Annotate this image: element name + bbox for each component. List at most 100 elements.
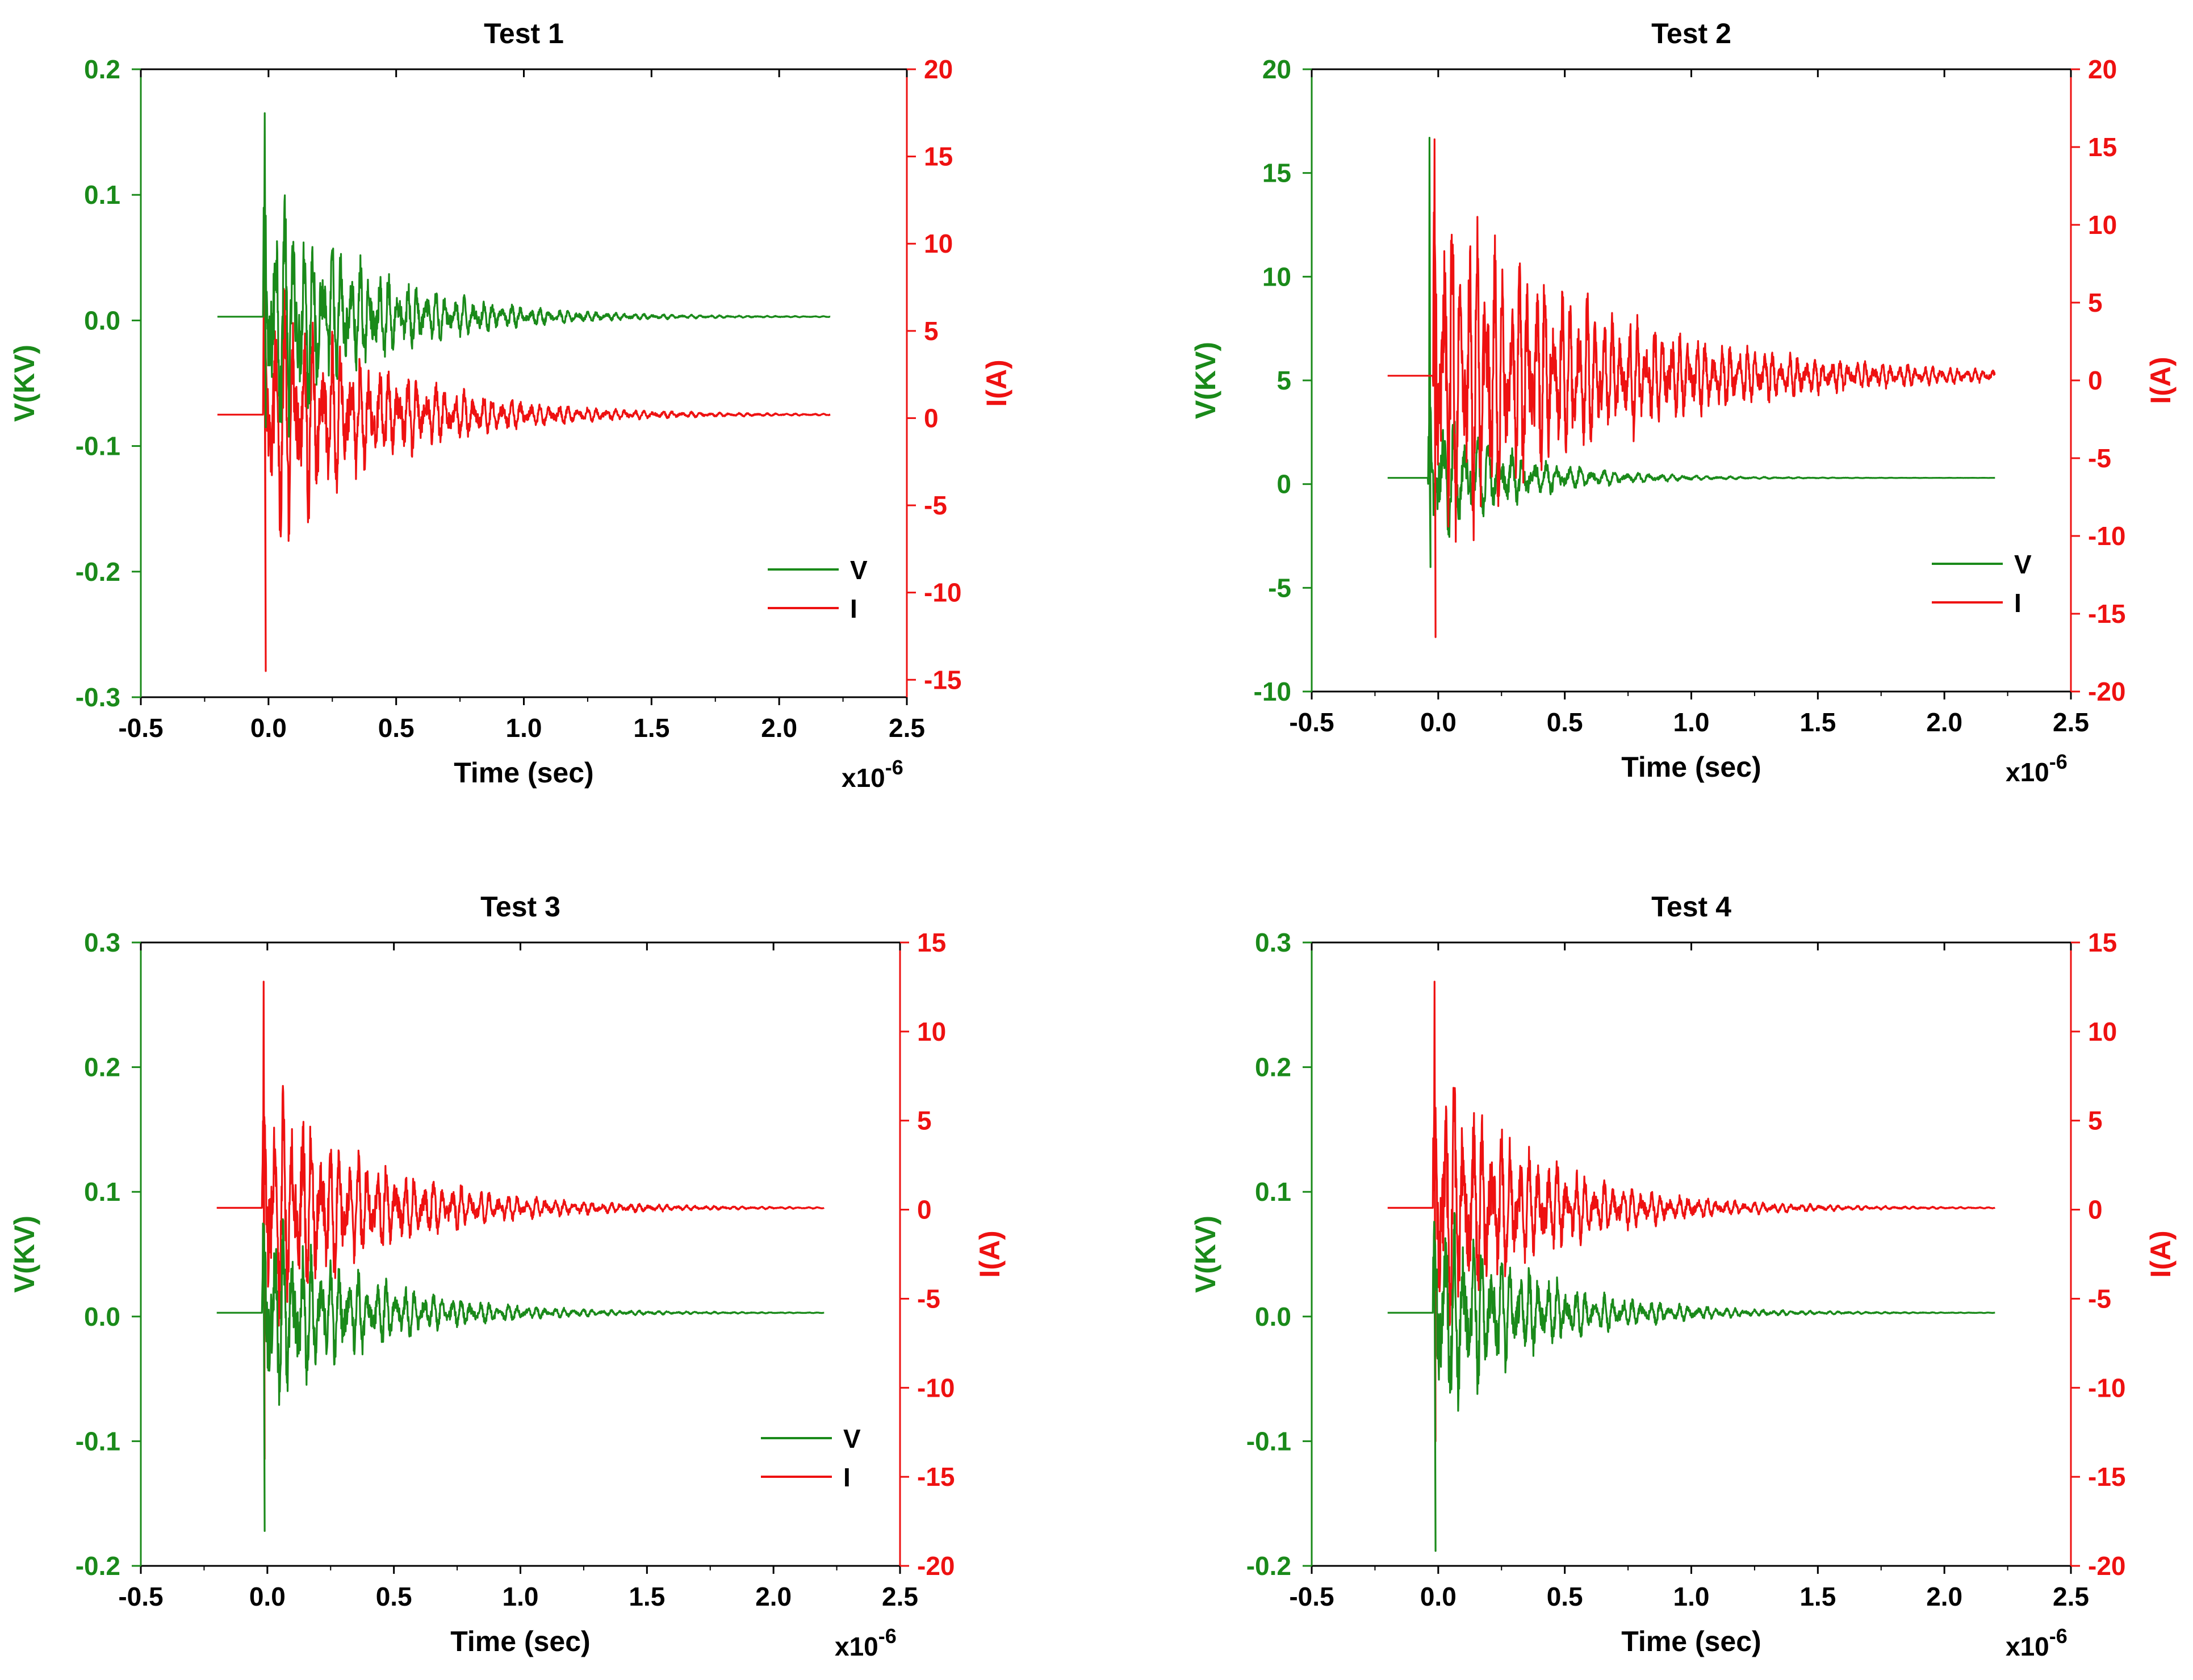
y-right-tick-label: 20	[2088, 55, 2117, 84]
x-tick-label: 1.5	[633, 713, 669, 743]
y-right-tick-label: -15	[917, 1462, 955, 1492]
y-left-tick-label: 0.1	[84, 1177, 120, 1206]
x-tick-label: 2.5	[2053, 1582, 2089, 1611]
chart-panel-1: -0.5 0.0 0.5 1.0 1.5 2.0 2.5 -0.3 -0.2 -0.1 0.0 0.1…	[9, 18, 1012, 793]
y-right-tick-label: 5	[2088, 1106, 2103, 1136]
x-tick-label: -0.5	[1289, 1582, 1334, 1611]
x-tick-label: 1.0	[503, 1582, 539, 1611]
y-right-tick-label: -15	[2088, 1462, 2125, 1492]
legend-label-I: I	[850, 594, 857, 623]
y-left-tick-label: -0.1	[76, 431, 120, 461]
series-line-I	[216, 216, 831, 672]
series-line-V	[216, 1218, 825, 1532]
y-left-tick-label: -0.1	[1246, 1426, 1291, 1456]
x-tick-label: 0.5	[378, 713, 415, 743]
y-right-tick-label: -20	[917, 1551, 955, 1581]
y-right-tick-label: -10	[2088, 521, 2125, 551]
y-left-tick-label: 0.3	[1255, 928, 1291, 957]
x-tick-label: 0.0	[1420, 1582, 1457, 1611]
y-right-tick-label: 15	[2088, 132, 2117, 162]
y-right-tick-label: 15	[924, 142, 953, 171]
y-right-axis-label: I(A)	[974, 1230, 1006, 1277]
x-tick-label: 1.5	[1799, 1582, 1836, 1611]
y-left-tick-label: 0.1	[84, 180, 120, 210]
x-tick-label: 2.5	[882, 1582, 918, 1611]
x-tick-label: 2.0	[761, 713, 797, 743]
y-left-tick-label: -5	[1268, 573, 1291, 602]
y-right-tick-label: 5	[917, 1106, 932, 1136]
chart-title: Test 1	[484, 18, 564, 49]
y-right-tick-label: 5	[924, 316, 939, 346]
legend-label-V: V	[843, 1424, 861, 1453]
series-line-V	[216, 112, 831, 438]
x-tick-label: 2.5	[889, 713, 925, 743]
chart-title: Test 4	[1651, 891, 1731, 923]
y-left-tick-label: 20	[1262, 55, 1291, 84]
y-right-tick-label: 0	[917, 1195, 932, 1225]
y-right-tick-label: 20	[924, 55, 953, 84]
y-right-tick-label: 15	[917, 928, 946, 957]
x-tick-label: 0.0	[250, 713, 287, 743]
y-right-tick-label: 0	[2088, 1195, 2103, 1225]
x-tick-label: 2.0	[1926, 707, 1962, 737]
y-left-tick-label: -10	[1254, 677, 1291, 706]
x-multiplier: x10-6	[2006, 750, 2068, 787]
x-tick-label: 0.0	[1420, 707, 1457, 737]
y-left-tick-label: 0	[1277, 470, 1291, 499]
chart-panel-4: -0.5 0.0 0.5 1.0 1.5 2.0 2.5 -0.2 -0.1 0.0 0.1 0.2 0…	[1190, 891, 2177, 1661]
y-right-tick-label: -5	[2088, 1284, 2111, 1313]
y-right-tick-label: 15	[2088, 928, 2117, 957]
legend-label-I: I	[2014, 588, 2022, 618]
y-left-tick-label: 0.3	[84, 928, 120, 957]
chart-title: Test 3	[480, 891, 560, 923]
x-tick-label: 0.5	[1547, 707, 1583, 737]
y-right-tick-label: -10	[924, 578, 961, 608]
series-line-I	[1387, 138, 1996, 638]
legend-label-V: V	[2014, 550, 2032, 579]
y-right-tick-label: -10	[917, 1373, 955, 1402]
y-left-axis-label: V(KV)	[1190, 342, 1221, 419]
x-axis-label: Time (sec)	[454, 757, 593, 789]
y-left-tick-label: -0.2	[76, 1551, 120, 1581]
y-left-tick-label: 15	[1262, 158, 1291, 188]
y-left-tick-label: 0.2	[84, 1053, 120, 1082]
y-left-tick-label: -0.1	[76, 1426, 120, 1456]
y-right-tick-label: 10	[2088, 1017, 2117, 1046]
y-left-tick-label: -0.2	[1246, 1551, 1291, 1581]
x-tick-label: 2.5	[2053, 707, 2089, 737]
y-right-tick-label: -15	[2088, 599, 2125, 629]
series-line-V	[1387, 137, 1996, 568]
y-left-tick-label: 10	[1262, 262, 1291, 291]
x-tick-label: 1.0	[506, 713, 542, 743]
series-line-I	[216, 981, 825, 1460]
x-tick-label: -0.5	[1289, 707, 1334, 737]
x-axis-label: Time (sec)	[1621, 751, 1761, 783]
y-right-tick-label: 0	[2088, 366, 2103, 395]
chart-panel-2: -0.5 0.0 0.5 1.0 1.5 2.0 2.5 -10 -5 0 5 10 15 20 -20 -1…	[1190, 18, 2177, 787]
x-tick-label: -0.5	[118, 713, 163, 743]
x-axis-label: Time (sec)	[450, 1625, 590, 1657]
y-right-tick-label: 10	[917, 1017, 946, 1046]
y-left-tick-label: -0.2	[76, 557, 120, 586]
x-tick-label: 2.0	[1926, 1582, 1962, 1611]
x-tick-label: 1.0	[1673, 1582, 1710, 1611]
y-right-tick-label: 0	[924, 403, 939, 433]
y-left-axis-label: V(KV)	[1190, 1216, 1221, 1293]
x-multiplier: x10-6	[842, 756, 903, 793]
y-left-axis-label: V(KV)	[9, 345, 40, 422]
series-line-V	[1387, 1212, 1996, 1552]
y-left-tick-label: 0.2	[1255, 1053, 1291, 1082]
y-left-tick-label: 0.1	[1255, 1177, 1291, 1206]
y-left-axis-label: V(KV)	[9, 1216, 40, 1293]
series-line-I	[1387, 981, 1996, 1442]
y-right-tick-label: -5	[924, 491, 947, 520]
y-right-axis-label: I(A)	[2145, 1230, 2177, 1277]
y-left-tick-label: 0.2	[84, 55, 120, 84]
y-left-tick-label: 0.0	[84, 305, 120, 335]
x-tick-label: 0.5	[376, 1582, 412, 1611]
y-right-tick-label: 10	[2088, 210, 2117, 240]
legend-label-V: V	[850, 555, 868, 585]
chart-title: Test 2	[1651, 18, 1731, 49]
x-tick-label: 1.5	[1799, 707, 1836, 737]
